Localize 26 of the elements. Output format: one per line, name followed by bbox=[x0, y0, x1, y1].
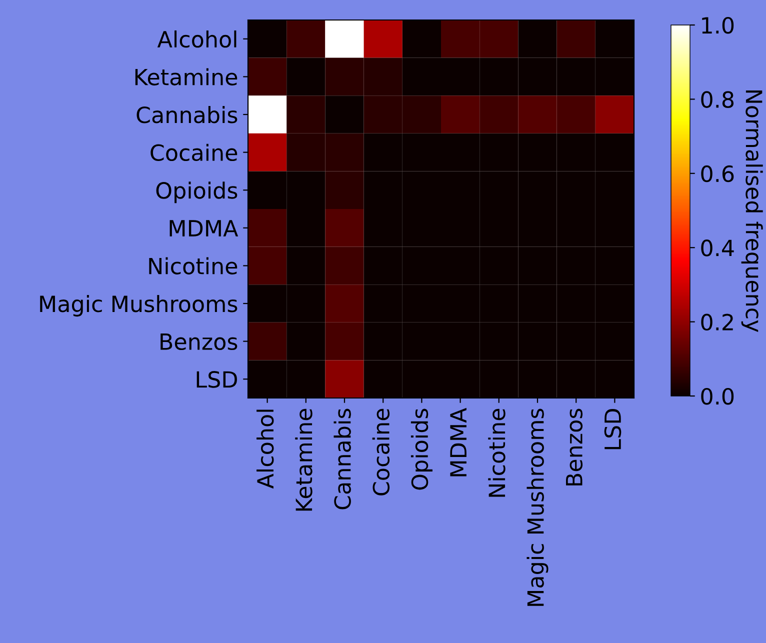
x-tick-label: Ketamine bbox=[295, 408, 312, 511]
y-tick-label: Ketamine bbox=[135, 68, 238, 86]
color-bar-label: 0.4 bbox=[701, 240, 734, 256]
y-tick-label: MDMA bbox=[170, 220, 238, 236]
color-bar-label: 1.0 bbox=[702, 16, 734, 34]
x-tick-label: Nicotine bbox=[488, 408, 506, 497]
y-tick-label: Cocaine bbox=[150, 144, 238, 162]
y-tick-label: Opioids bbox=[156, 182, 238, 204]
x-tick-label: Benzos bbox=[566, 408, 583, 486]
x-tick-label: Opioids bbox=[410, 408, 432, 490]
color-bar-label: 0.8 bbox=[701, 91, 734, 108]
y-tick-label: Alcohol bbox=[157, 30, 236, 48]
y-tick-label: LSD bbox=[196, 371, 237, 388]
color-bar-label: 0.6 bbox=[701, 165, 734, 182]
y-tick-label: Nicotine bbox=[149, 257, 238, 274]
color-bar-title: Normalised frequency bbox=[741, 90, 763, 332]
x-tick-label: Cannabis bbox=[334, 408, 351, 510]
x-tick-label: LSD bbox=[604, 409, 622, 450]
x-tick-label: Cocaine bbox=[372, 408, 390, 496]
color-bar-label: 0.0 bbox=[701, 388, 734, 405]
y-tick-label: Magic Mushrooms bbox=[40, 295, 238, 317]
x-tick-label: Magic Mushrooms bbox=[526, 408, 548, 606]
y-tick-label: Benzos bbox=[160, 334, 238, 350]
x-tick-label: MDMA bbox=[450, 408, 466, 476]
color-bar-label: 0.2 bbox=[701, 314, 733, 331]
y-tick-label: Cannabis bbox=[136, 106, 238, 124]
